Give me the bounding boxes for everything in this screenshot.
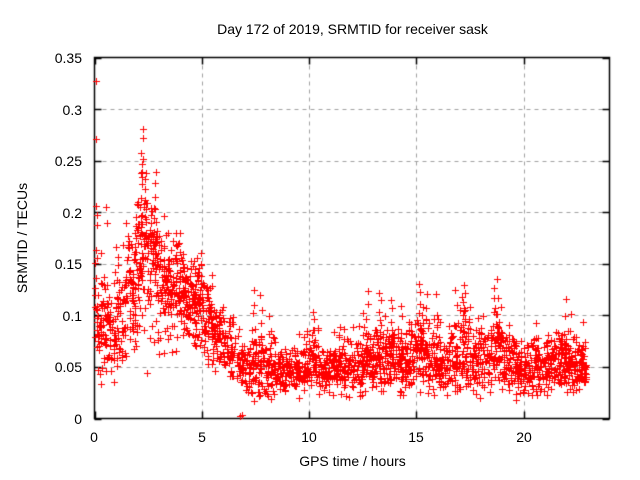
- x-axis-label: GPS time / hours: [299, 453, 406, 469]
- x-tick-label: 20: [516, 429, 532, 445]
- y-tick-label: 0.1: [62, 308, 82, 324]
- x-tick-label: 10: [301, 429, 317, 445]
- chart-title: Day 172 of 2019, SRMTID for receiver sas…: [217, 21, 488, 37]
- y-tick-label: 0.2: [62, 205, 82, 221]
- x-tick-label: 15: [408, 429, 424, 445]
- x-tick-label: 5: [198, 429, 206, 445]
- y-tick-label: 0.15: [54, 256, 82, 272]
- y-tick-label: 0: [74, 411, 82, 427]
- y-tick-label: 0.3: [62, 102, 82, 118]
- y-tick-label: 0.05: [54, 359, 82, 375]
- y-tick-label: 0.35: [54, 50, 82, 66]
- y-tick-label: 0.25: [54, 153, 82, 169]
- x-tick-label: 0: [90, 429, 98, 445]
- y-axis-label: SRMTID / TECUs: [14, 182, 30, 294]
